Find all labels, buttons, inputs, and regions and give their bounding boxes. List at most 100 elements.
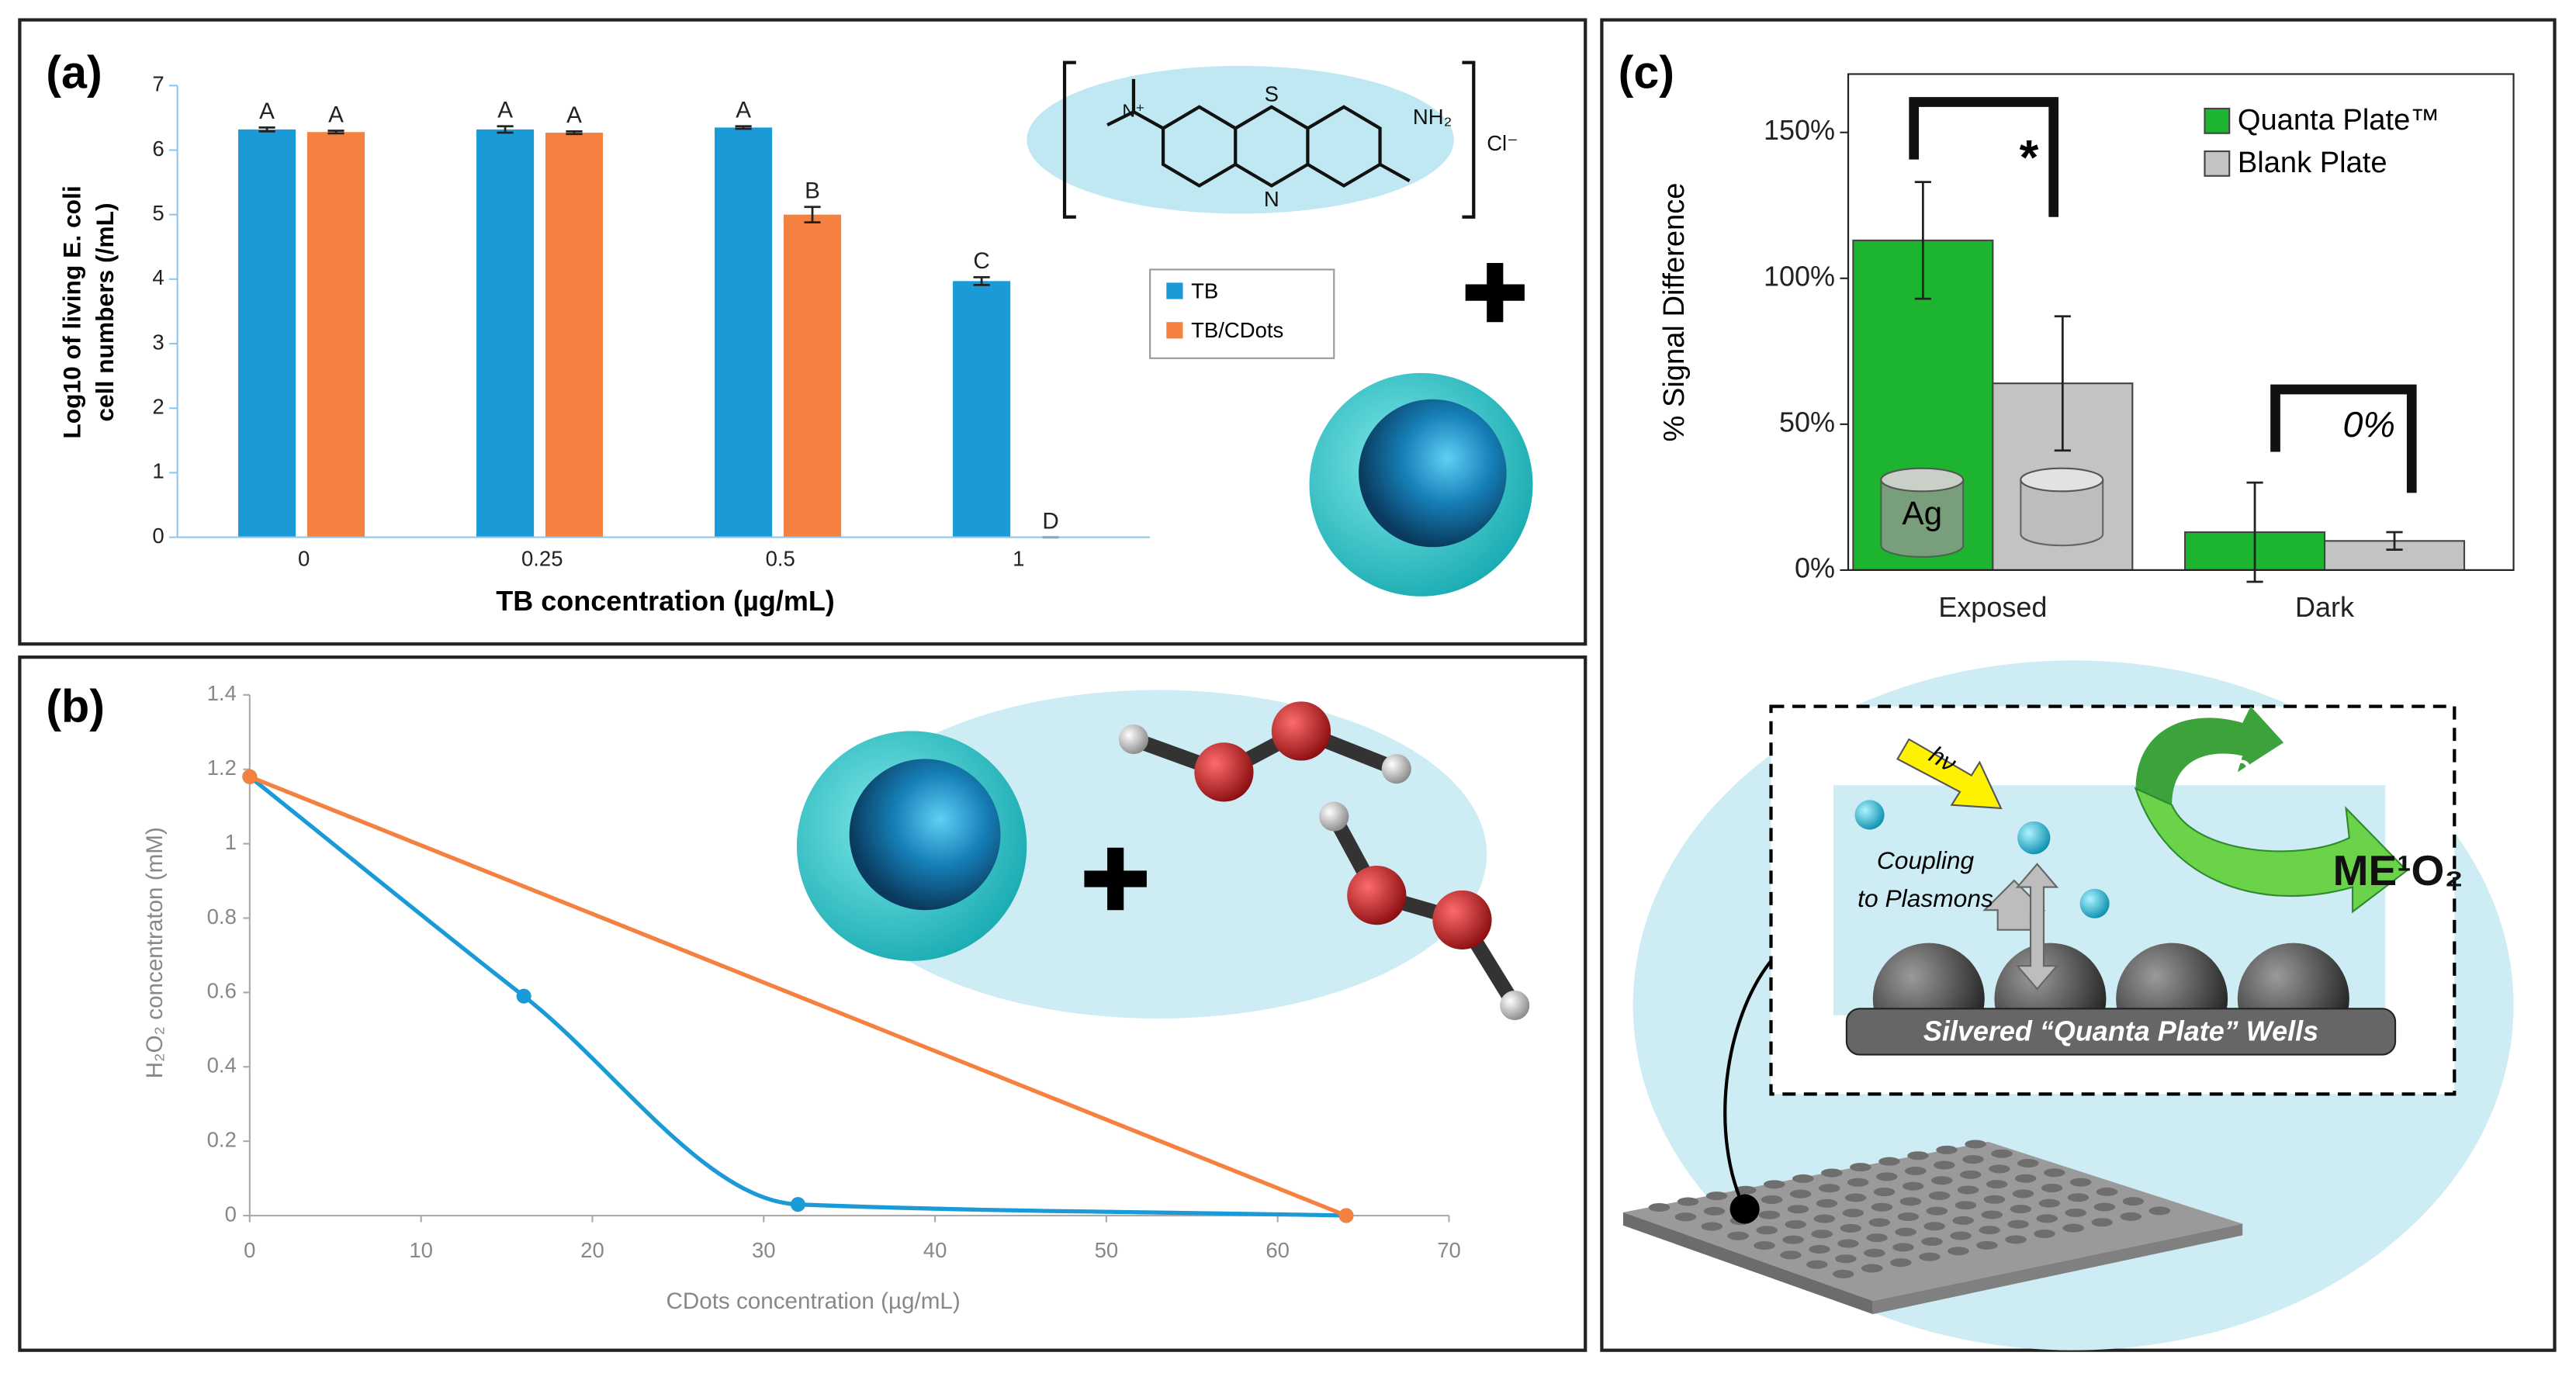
line [248, 774, 1347, 1218]
well [1787, 1205, 1809, 1214]
well [1871, 1202, 1893, 1212]
well [1952, 1216, 1974, 1225]
well [2065, 1208, 2087, 1217]
well [1701, 1222, 1723, 1231]
well [1844, 1193, 1867, 1202]
well [1861, 1264, 1883, 1273]
well [1832, 1269, 1854, 1278]
x-tick-label: Exposed [1938, 591, 2047, 623]
well [2041, 1183, 2063, 1192]
well [1754, 1241, 1775, 1250]
y-tick-label: 0.4 [207, 1053, 237, 1077]
well [1981, 1210, 2003, 1219]
well [1957, 1185, 1979, 1195]
y-tick-label: 1 [152, 459, 164, 483]
inset-label: Silvered “Quanta Plate” Wells [1923, 1015, 2318, 1047]
error-bar [2054, 315, 2071, 452]
x-tick-label: 1 [1013, 546, 1024, 570]
bar [783, 214, 842, 538]
well [2034, 1230, 2055, 1239]
y-tick-label: 0 [152, 524, 164, 548]
well [1928, 1191, 1951, 1200]
well [1782, 1235, 1804, 1244]
well [1840, 1223, 1861, 1233]
marker [242, 769, 258, 784]
x-axis-label: CDots concentration (µg/mL) [666, 1288, 960, 1314]
well [1818, 1184, 1840, 1193]
y-tick-label: 50% [1779, 406, 1835, 438]
well [1890, 1258, 1912, 1268]
x-tick-label: Dark [2295, 591, 2355, 623]
well [1936, 1145, 1958, 1154]
well [1816, 1198, 1838, 1208]
well [1902, 1181, 1924, 1191]
well [1837, 1239, 1859, 1248]
x-tick-label: 10 [409, 1238, 433, 1262]
y-tick-label: 2 [152, 394, 164, 418]
well [1835, 1254, 1857, 1264]
well [1878, 1157, 1900, 1166]
well [1705, 1192, 1728, 1201]
container-label: Ag [1902, 495, 1942, 531]
error-bar [327, 130, 345, 135]
well [1809, 1244, 1830, 1254]
well [1811, 1230, 1833, 1239]
y-axis-label: Log10 of living E. coli [58, 185, 86, 438]
well [2014, 1174, 2037, 1183]
bar [306, 132, 365, 538]
x-tick-label: 50 [1095, 1238, 1119, 1262]
atom-label: S [1265, 81, 1279, 105]
error-bar [973, 275, 990, 286]
well [1948, 1247, 1969, 1256]
well [1907, 1151, 1929, 1160]
well [2067, 1193, 2090, 1202]
y-tick-label: 1.2 [207, 756, 237, 780]
cdot [1309, 372, 1533, 597]
well [1923, 1222, 1945, 1231]
well [2069, 1178, 2092, 1187]
group-label: A [328, 102, 344, 127]
annotation: 0% [2343, 404, 2395, 444]
well [1789, 1189, 1812, 1198]
x-tick-label: 0 [244, 1238, 255, 1262]
well [1930, 1176, 1953, 1185]
bar [545, 133, 604, 538]
wells [1648, 1140, 2171, 1278]
arrow [2135, 706, 2284, 805]
well [1876, 1172, 1898, 1181]
error-bar [566, 130, 583, 136]
atom-label: NH₂ [1413, 105, 1452, 129]
well [1763, 1180, 1785, 1189]
y-tick-label: 0.6 [207, 979, 237, 1003]
well [1850, 1163, 1871, 1172]
well [1934, 1160, 1955, 1170]
container [2020, 479, 2104, 547]
error-bar [2246, 481, 2263, 583]
light-arrow [1896, 738, 2003, 810]
bar [953, 281, 1011, 538]
well [1962, 1155, 1984, 1164]
double-arrow [2015, 863, 2059, 991]
bracket [1909, 97, 2059, 217]
well [2096, 1187, 2118, 1196]
well [2122, 1197, 2145, 1206]
well [1864, 1248, 1885, 1257]
x-tick-label: 0 [298, 546, 310, 570]
well [1905, 1166, 1927, 1175]
well [1648, 1202, 1671, 1212]
well [1785, 1219, 1807, 1229]
y-tick-label: 6 [152, 137, 164, 161]
well [2148, 1206, 2171, 1216]
y-tick-label: 7 [152, 72, 164, 96]
well [1866, 1233, 1888, 1243]
plus [1465, 262, 1525, 323]
legend-swatch [2204, 150, 2231, 177]
well [1979, 1226, 2000, 1235]
highlight [1027, 65, 1454, 214]
well [1703, 1206, 1726, 1216]
well [1756, 1226, 1778, 1235]
well [1965, 1140, 1986, 1149]
panel-label: (a) [46, 46, 102, 98]
